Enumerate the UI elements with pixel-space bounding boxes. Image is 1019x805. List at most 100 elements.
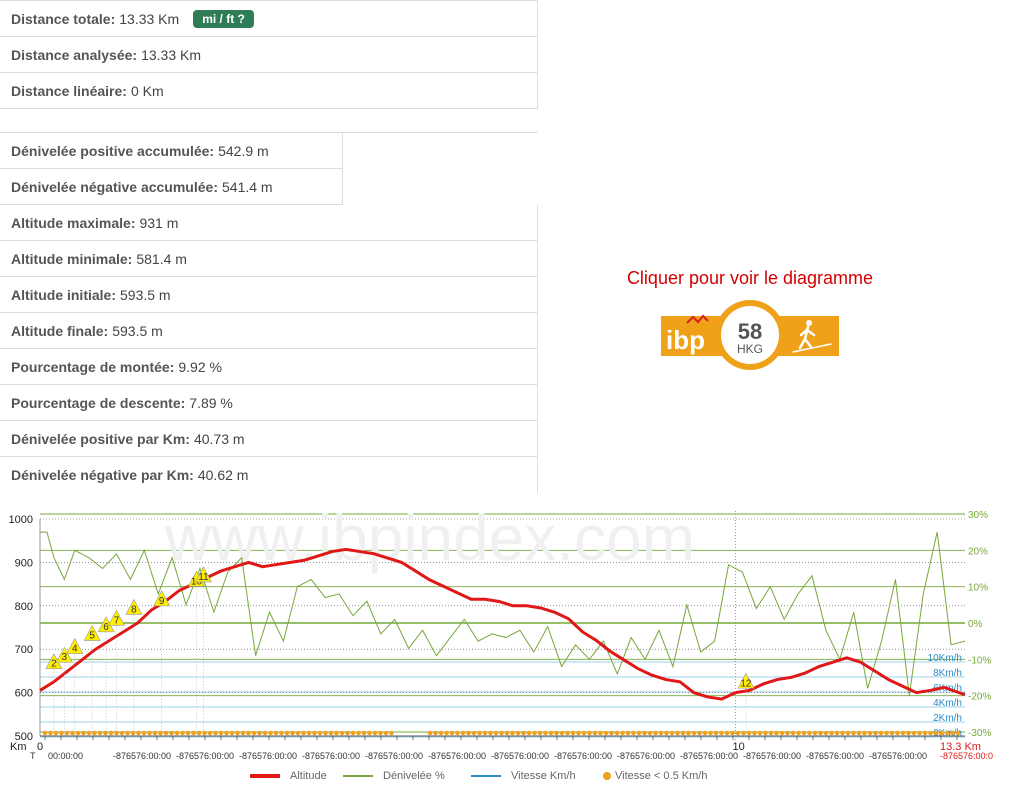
- stop-marker: [257, 730, 262, 736]
- stop-marker: [823, 730, 829, 736]
- stop-marker: [290, 730, 295, 736]
- stop-marker: [114, 730, 119, 736]
- stop-marker: [895, 730, 900, 736]
- stat-row: Altitude finale: 593.5 m: [0, 313, 538, 349]
- time-tick-label: -876576:00:00: [428, 751, 486, 761]
- stop-marker: [48, 730, 53, 736]
- stop-marker: [658, 730, 664, 736]
- stop-marker: [856, 730, 862, 736]
- stop-marker: [312, 730, 317, 736]
- stop-marker: [306, 730, 312, 736]
- stop-marker: [158, 730, 163, 736]
- stat-row: Dénivelée positive par Km: 40.73 m: [0, 421, 538, 457]
- stop-marker: [444, 730, 449, 736]
- stop-marker: [526, 730, 532, 736]
- stat-label: Altitude initiale:: [11, 286, 116, 303]
- stat-row: Altitude initiale: 593.5 m: [0, 277, 538, 313]
- stat-label: Dénivelée négative par Km:: [11, 467, 194, 483]
- stop-marker: [829, 730, 834, 736]
- stop-marker: [559, 730, 565, 736]
- units-toggle-button[interactable]: mi / ft ?: [193, 9, 254, 28]
- stop-marker: [708, 730, 713, 736]
- stop-marker: [576, 730, 581, 736]
- stop-marker: [449, 730, 455, 736]
- stop-marker: [317, 730, 323, 736]
- stat-value: 931 m: [139, 214, 179, 231]
- stop-marker: [719, 730, 724, 736]
- stop-marker: [125, 730, 130, 736]
- slope-tick-label: -10%: [968, 655, 991, 666]
- stop-marker: [570, 730, 576, 736]
- time-tick-label: -876576:00:00: [743, 751, 801, 761]
- speed-tick-label: 8Km/h: [933, 668, 962, 679]
- stop-marker: [97, 730, 103, 736]
- time-tick-label: -876576:00:00: [554, 751, 612, 761]
- x-axis: Km 0 10 13.3 Km T 00:00:00 -876576:00:00 -87657…: [10, 511, 993, 761]
- stop-marker: [477, 730, 482, 736]
- waypoint-label: 11: [198, 572, 209, 583]
- time-tick-label: -876576:00:00: [302, 751, 360, 761]
- stop-marker: [631, 730, 636, 736]
- stop-marker: [141, 730, 147, 736]
- stop-marker: [543, 730, 548, 736]
- stat-row: Altitude maximale: 931 m: [0, 205, 538, 241]
- waypoint-triangle: [737, 672, 755, 689]
- stop-marker: [130, 730, 136, 736]
- stop-marker: [301, 730, 306, 736]
- stop-marker: [466, 730, 471, 736]
- stat-label: Dénivelée négative accumulée:: [11, 178, 218, 195]
- stop-marker: [482, 730, 488, 736]
- time-tick-label: -876576:00:00: [806, 751, 864, 761]
- stat-value: 0 Km: [130, 82, 164, 99]
- altitude-tick-label: 700: [15, 644, 33, 656]
- stop-marker: [609, 730, 614, 736]
- stop-marker: [438, 730, 444, 736]
- waypoint-triangle: [66, 637, 84, 654]
- x-tick-label: 10: [732, 741, 744, 753]
- stop-marker: [378, 730, 383, 736]
- stop-marker: [548, 730, 554, 736]
- stats-table-top: Distance totale: 13.33 Km mi / ft ? Distan…: [0, 0, 538, 109]
- legend-swatch: [471, 775, 501, 777]
- altitude-tick-label: 800: [15, 601, 33, 613]
- stat-row: Distance linéaire: 0 Km: [0, 73, 538, 109]
- stop-marker: [735, 730, 741, 736]
- stop-marker: [724, 730, 730, 736]
- stop-marker: [911, 730, 917, 736]
- stop-marker: [284, 730, 290, 736]
- stop-markers: [42, 730, 961, 736]
- view-diagram-link[interactable]: Cliquer pour voir le diagramme: [626, 268, 874, 288]
- ibp-code: HKG: [737, 342, 763, 356]
- stop-marker: [383, 730, 389, 736]
- stop-marker: [702, 730, 708, 736]
- stop-marker: [587, 730, 592, 736]
- stop-marker: [59, 730, 64, 736]
- stop-marker: [345, 730, 350, 736]
- waypoint-markers: 23456789101112: [45, 566, 755, 736]
- speed-tick-label: 2Km/h: [933, 713, 962, 724]
- stop-marker: [922, 730, 928, 736]
- stop-marker: [268, 730, 273, 736]
- stat-row: Dénivelée négative accumulée: 541.4 m: [0, 169, 343, 205]
- ibp-brand-text: ibp: [666, 325, 705, 355]
- stat-value: 9.92 %: [178, 358, 222, 375]
- stop-marker: [180, 730, 185, 736]
- stop-marker: [532, 730, 537, 736]
- slope-tick-label: -30%: [968, 728, 991, 739]
- stop-marker: [867, 730, 873, 736]
- stop-marker: [647, 730, 653, 736]
- stop-marker: [251, 730, 257, 736]
- stop-marker: [455, 730, 460, 736]
- time-tick-label: -876576:00:00: [239, 751, 297, 761]
- legend-label: Altitude: [290, 770, 327, 782]
- stop-marker: [493, 730, 499, 736]
- stop-marker: [834, 730, 840, 736]
- stat-value: 7.89 %: [189, 394, 233, 411]
- stat-value: 593.5 m: [112, 322, 163, 339]
- stop-marker: [169, 730, 174, 736]
- stat-row: Pourcentage de montée: 9.92 %: [0, 349, 538, 385]
- waypoint-triangle: [55, 646, 73, 663]
- ibp-index-badge[interactable]: ibp 58 HKG: [661, 299, 839, 371]
- stat-label: Dénivelée positive accumulée:: [11, 142, 215, 159]
- stop-marker: [592, 730, 598, 736]
